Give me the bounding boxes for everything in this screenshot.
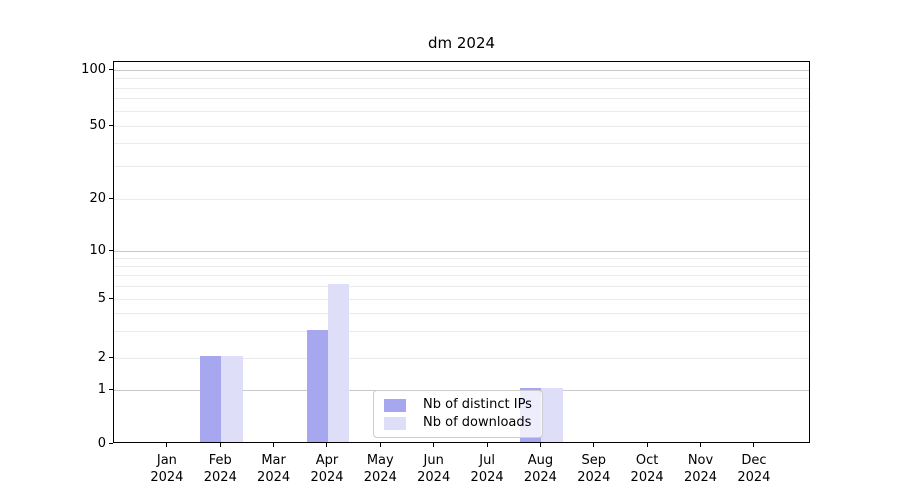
major-gridline [114, 251, 809, 252]
legend-label-downloads: Nb of downloads [423, 415, 532, 430]
x-tick-mark [753, 443, 754, 447]
y-tick-mark [109, 443, 113, 444]
minor-gridline [114, 258, 809, 259]
x-tick-mark [380, 443, 381, 447]
major-gridline [114, 70, 809, 71]
plot-area [113, 61, 810, 443]
minor-gridline [114, 313, 809, 314]
x-tick-label: Jun 2024 [417, 453, 451, 485]
minor-gridline [114, 166, 809, 167]
x-tick-label: Dec 2024 [737, 453, 771, 485]
minor-gridline [114, 199, 809, 200]
x-tick-mark [647, 443, 648, 447]
legend: Nb of distinct IPs Nb of downloads [373, 390, 543, 438]
y-tick-mark [109, 125, 113, 126]
x-tick-label: Jul 2024 [470, 453, 504, 485]
bar-downloads-aug [541, 388, 563, 442]
y-tick-label: 50 [89, 117, 106, 133]
minor-gridline [114, 111, 809, 112]
x-tick-label: Sep 2024 [577, 453, 611, 485]
y-tick-label: 5 [97, 290, 106, 306]
y-tick-label: 2 [97, 349, 106, 365]
x-tick-mark [487, 443, 488, 447]
x-tick-mark [273, 443, 274, 447]
chart-title: dm 2024 [427, 34, 496, 52]
x-tick-mark [220, 443, 221, 447]
minor-gridline [114, 286, 809, 287]
x-tick-label: Aug 2024 [523, 453, 557, 485]
bar-distinct-ips-feb [199, 356, 222, 442]
minor-gridline [114, 143, 809, 144]
x-tick-label: Oct 2024 [630, 453, 664, 485]
y-tick-mark [109, 250, 113, 251]
x-tick-label: Apr 2024 [310, 453, 344, 485]
y-tick-label: 100 [81, 61, 106, 77]
y-tick-mark [109, 298, 113, 299]
minor-gridline [114, 331, 809, 332]
minor-gridline [114, 88, 809, 89]
x-tick-mark [700, 443, 701, 447]
y-tick-label: 1 [97, 381, 106, 397]
y-tick-label: 10 [89, 242, 106, 258]
x-tick-mark [326, 443, 327, 447]
y-tick-label: 20 [89, 190, 106, 206]
x-tick-label: Jan 2024 [150, 453, 184, 485]
minor-gridline [114, 275, 809, 276]
legend-row-downloads: Nb of downloads [384, 416, 532, 430]
distinct-ips-swatch [384, 398, 406, 412]
x-tick-label: Mar 2024 [257, 453, 291, 485]
y-tick-mark [109, 357, 113, 358]
minor-gridline [114, 126, 809, 127]
x-tick-mark [540, 443, 541, 447]
y-tick-mark [109, 198, 113, 199]
minor-gridline [114, 266, 809, 267]
x-tick-mark [433, 443, 434, 447]
minor-gridline [114, 358, 809, 359]
legend-row-distinct-ips: Nb of distinct IPs [384, 398, 532, 412]
y-tick-mark [109, 69, 113, 70]
minor-gridline [114, 98, 809, 99]
x-tick-label: Nov 2024 [683, 453, 718, 485]
y-tick-label: 0 [97, 435, 106, 451]
x-tick-mark [166, 443, 167, 447]
minor-gridline [114, 78, 809, 79]
legend-label-distinct-ips: Nb of distinct IPs [423, 397, 532, 412]
bar-distinct-ips-apr [306, 329, 328, 442]
downloads-swatch [384, 416, 406, 430]
y-tick-mark [109, 389, 113, 390]
bar-downloads-apr [328, 284, 350, 442]
x-tick-label: Feb 2024 [203, 453, 237, 485]
bar-downloads-feb [221, 356, 243, 442]
x-tick-label: May 2024 [363, 453, 397, 485]
x-tick-mark [593, 443, 594, 447]
minor-gridline [114, 299, 809, 300]
